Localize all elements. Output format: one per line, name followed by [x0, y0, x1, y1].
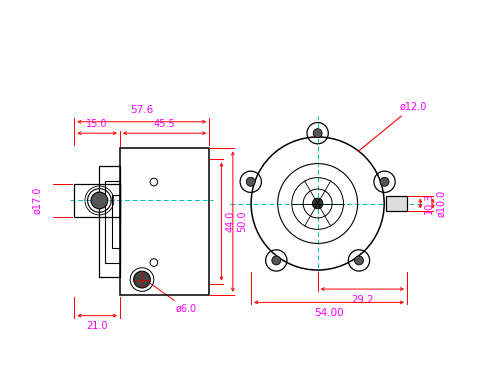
Text: ø6.0: ø6.0	[175, 303, 197, 314]
Text: ø12.0: ø12.0	[399, 102, 427, 111]
Text: 57.6: 57.6	[130, 105, 153, 115]
Text: 15.0: 15.0	[86, 119, 108, 128]
Circle shape	[133, 271, 150, 288]
Text: 10.3: 10.3	[424, 193, 434, 214]
Bar	[75, 185, 120, 217]
Circle shape	[246, 177, 255, 186]
Bar	[120, 148, 209, 295]
Text: 50.0: 50.0	[238, 211, 247, 232]
Text: 44.0: 44.0	[226, 211, 236, 232]
Circle shape	[312, 198, 323, 209]
Text: 29.2: 29.2	[351, 295, 374, 305]
Circle shape	[380, 177, 389, 186]
Text: ø17.0: ø17.0	[33, 187, 43, 214]
Text: 21.0: 21.0	[86, 321, 108, 331]
Circle shape	[313, 129, 322, 138]
Text: ø10.0: ø10.0	[437, 190, 447, 217]
Bar	[112, 195, 120, 248]
Circle shape	[91, 192, 108, 209]
Circle shape	[272, 256, 281, 265]
Bar	[99, 166, 120, 277]
Text: 45.5: 45.5	[154, 119, 175, 128]
Text: 54.00: 54.00	[314, 308, 344, 318]
Circle shape	[355, 256, 363, 265]
Bar	[386, 196, 407, 211]
Bar	[106, 180, 120, 263]
